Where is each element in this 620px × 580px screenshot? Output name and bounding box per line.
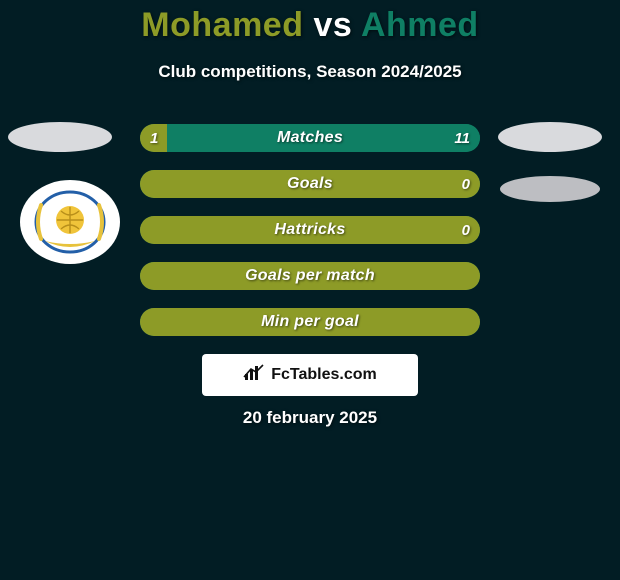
vs-separator: vs <box>313 6 352 44</box>
player-a-name: Mohamed <box>141 6 303 44</box>
player-b-placeholder-2 <box>500 176 600 202</box>
stat-label: Matches <box>140 124 480 152</box>
club-badge-icon <box>31 187 109 257</box>
stat-label: Hattricks <box>140 216 480 244</box>
stat-value-right: 0 <box>462 216 470 244</box>
stat-row: Min per goal <box>140 308 480 336</box>
comparison-date: 20 february 2025 <box>0 408 620 428</box>
stat-value-left: 1 <box>150 124 158 152</box>
stat-value-right: 0 <box>462 170 470 198</box>
player-b-name: Ahmed <box>361 6 479 44</box>
brand-badge: FcTables.com <box>202 354 418 396</box>
comparison-title: Mohamed vs Ahmed <box>0 6 620 45</box>
stat-row: Goals per match <box>140 262 480 290</box>
player-a-placeholder <box>8 122 112 152</box>
stat-label: Min per goal <box>140 308 480 336</box>
stat-label: Goals <box>140 170 480 198</box>
stat-value-right: 11 <box>454 124 470 152</box>
brand-text: FcTables.com <box>271 366 377 384</box>
brand-chart-icon <box>243 364 265 387</box>
stat-label: Goals per match <box>140 262 480 290</box>
stat-row: Hattricks0 <box>140 216 480 244</box>
player-b-placeholder-1 <box>498 122 602 152</box>
subtitle: Club competitions, Season 2024/2025 <box>0 62 620 82</box>
stat-row: Matches111 <box>140 124 480 152</box>
stat-row: Goals0 <box>140 170 480 198</box>
club-badge <box>20 180 120 264</box>
stats-bars: Matches111Goals0Hattricks0Goals per matc… <box>140 124 480 354</box>
